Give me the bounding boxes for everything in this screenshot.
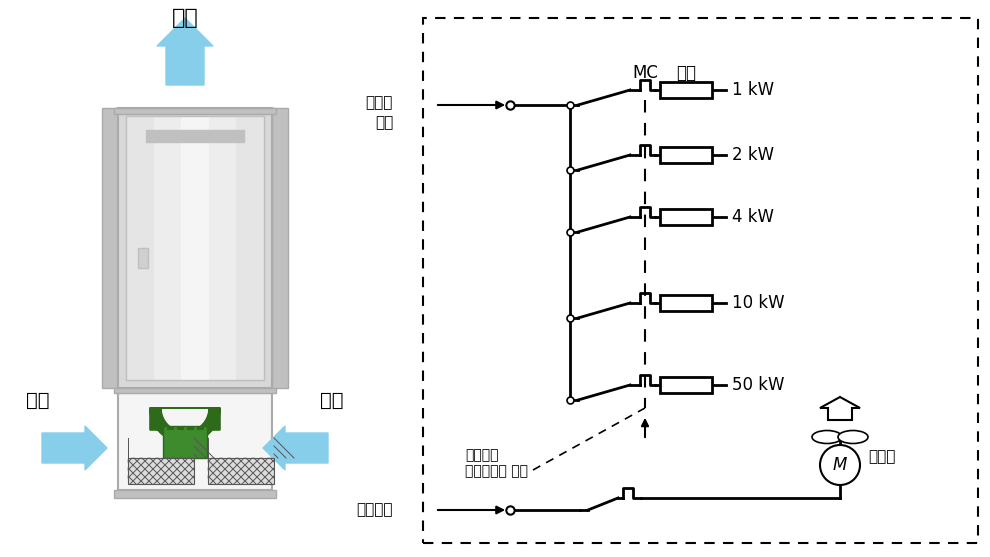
FancyArrow shape <box>263 426 328 470</box>
Text: 容量選択: 容量選択 <box>465 448 499 462</box>
Bar <box>209 116 237 380</box>
Text: 2 kW: 2 kW <box>732 146 774 164</box>
Bar <box>102 108 118 388</box>
Bar <box>423 18 978 543</box>
Bar <box>197 426 204 430</box>
Text: 1 kW: 1 kW <box>732 81 774 99</box>
FancyArrow shape <box>42 426 107 470</box>
Bar <box>181 116 209 380</box>
Text: MC: MC <box>632 64 658 82</box>
Text: 発電機
出力: 発電機 出力 <box>365 96 393 130</box>
Bar <box>118 108 272 388</box>
Bar <box>177 426 184 430</box>
Text: 換気觧: 換気觧 <box>868 449 895 465</box>
Bar <box>114 388 276 393</box>
Bar <box>660 377 712 393</box>
Bar <box>660 147 712 163</box>
Bar <box>272 108 288 388</box>
Circle shape <box>820 445 860 485</box>
Bar <box>128 458 194 484</box>
Bar <box>660 82 712 98</box>
Bar <box>114 108 276 114</box>
Ellipse shape <box>812 431 842 443</box>
Bar <box>153 116 181 380</box>
Bar <box>114 490 276 498</box>
Text: 排気: 排気 <box>171 8 198 28</box>
Text: 50 kW: 50 kW <box>732 376 784 394</box>
Bar <box>126 116 264 380</box>
Bar <box>126 116 153 380</box>
Bar <box>138 248 148 268</box>
Text: 抗抗: 抗抗 <box>676 64 696 82</box>
Text: スイッチー －－: スイッチー －－ <box>465 464 528 478</box>
Ellipse shape <box>838 431 868 443</box>
Bar <box>660 295 712 311</box>
Bar <box>208 458 274 484</box>
Bar <box>163 426 207 458</box>
Text: 吸気: 吸気 <box>320 390 344 409</box>
Text: 10 kW: 10 kW <box>732 294 785 312</box>
Bar <box>146 130 244 142</box>
Bar <box>187 426 194 430</box>
Text: 吸気: 吸気 <box>27 390 50 409</box>
Bar <box>660 209 712 225</box>
Bar <box>237 116 264 380</box>
Bar <box>126 116 264 380</box>
Text: 4 kW: 4 kW <box>732 208 774 226</box>
Text: M: M <box>833 456 847 474</box>
Bar <box>118 393 272 490</box>
Bar <box>167 426 174 430</box>
Text: 補機電源: 補機電源 <box>356 502 393 517</box>
Polygon shape <box>820 397 860 420</box>
Polygon shape <box>150 408 220 443</box>
FancyArrow shape <box>157 18 213 85</box>
